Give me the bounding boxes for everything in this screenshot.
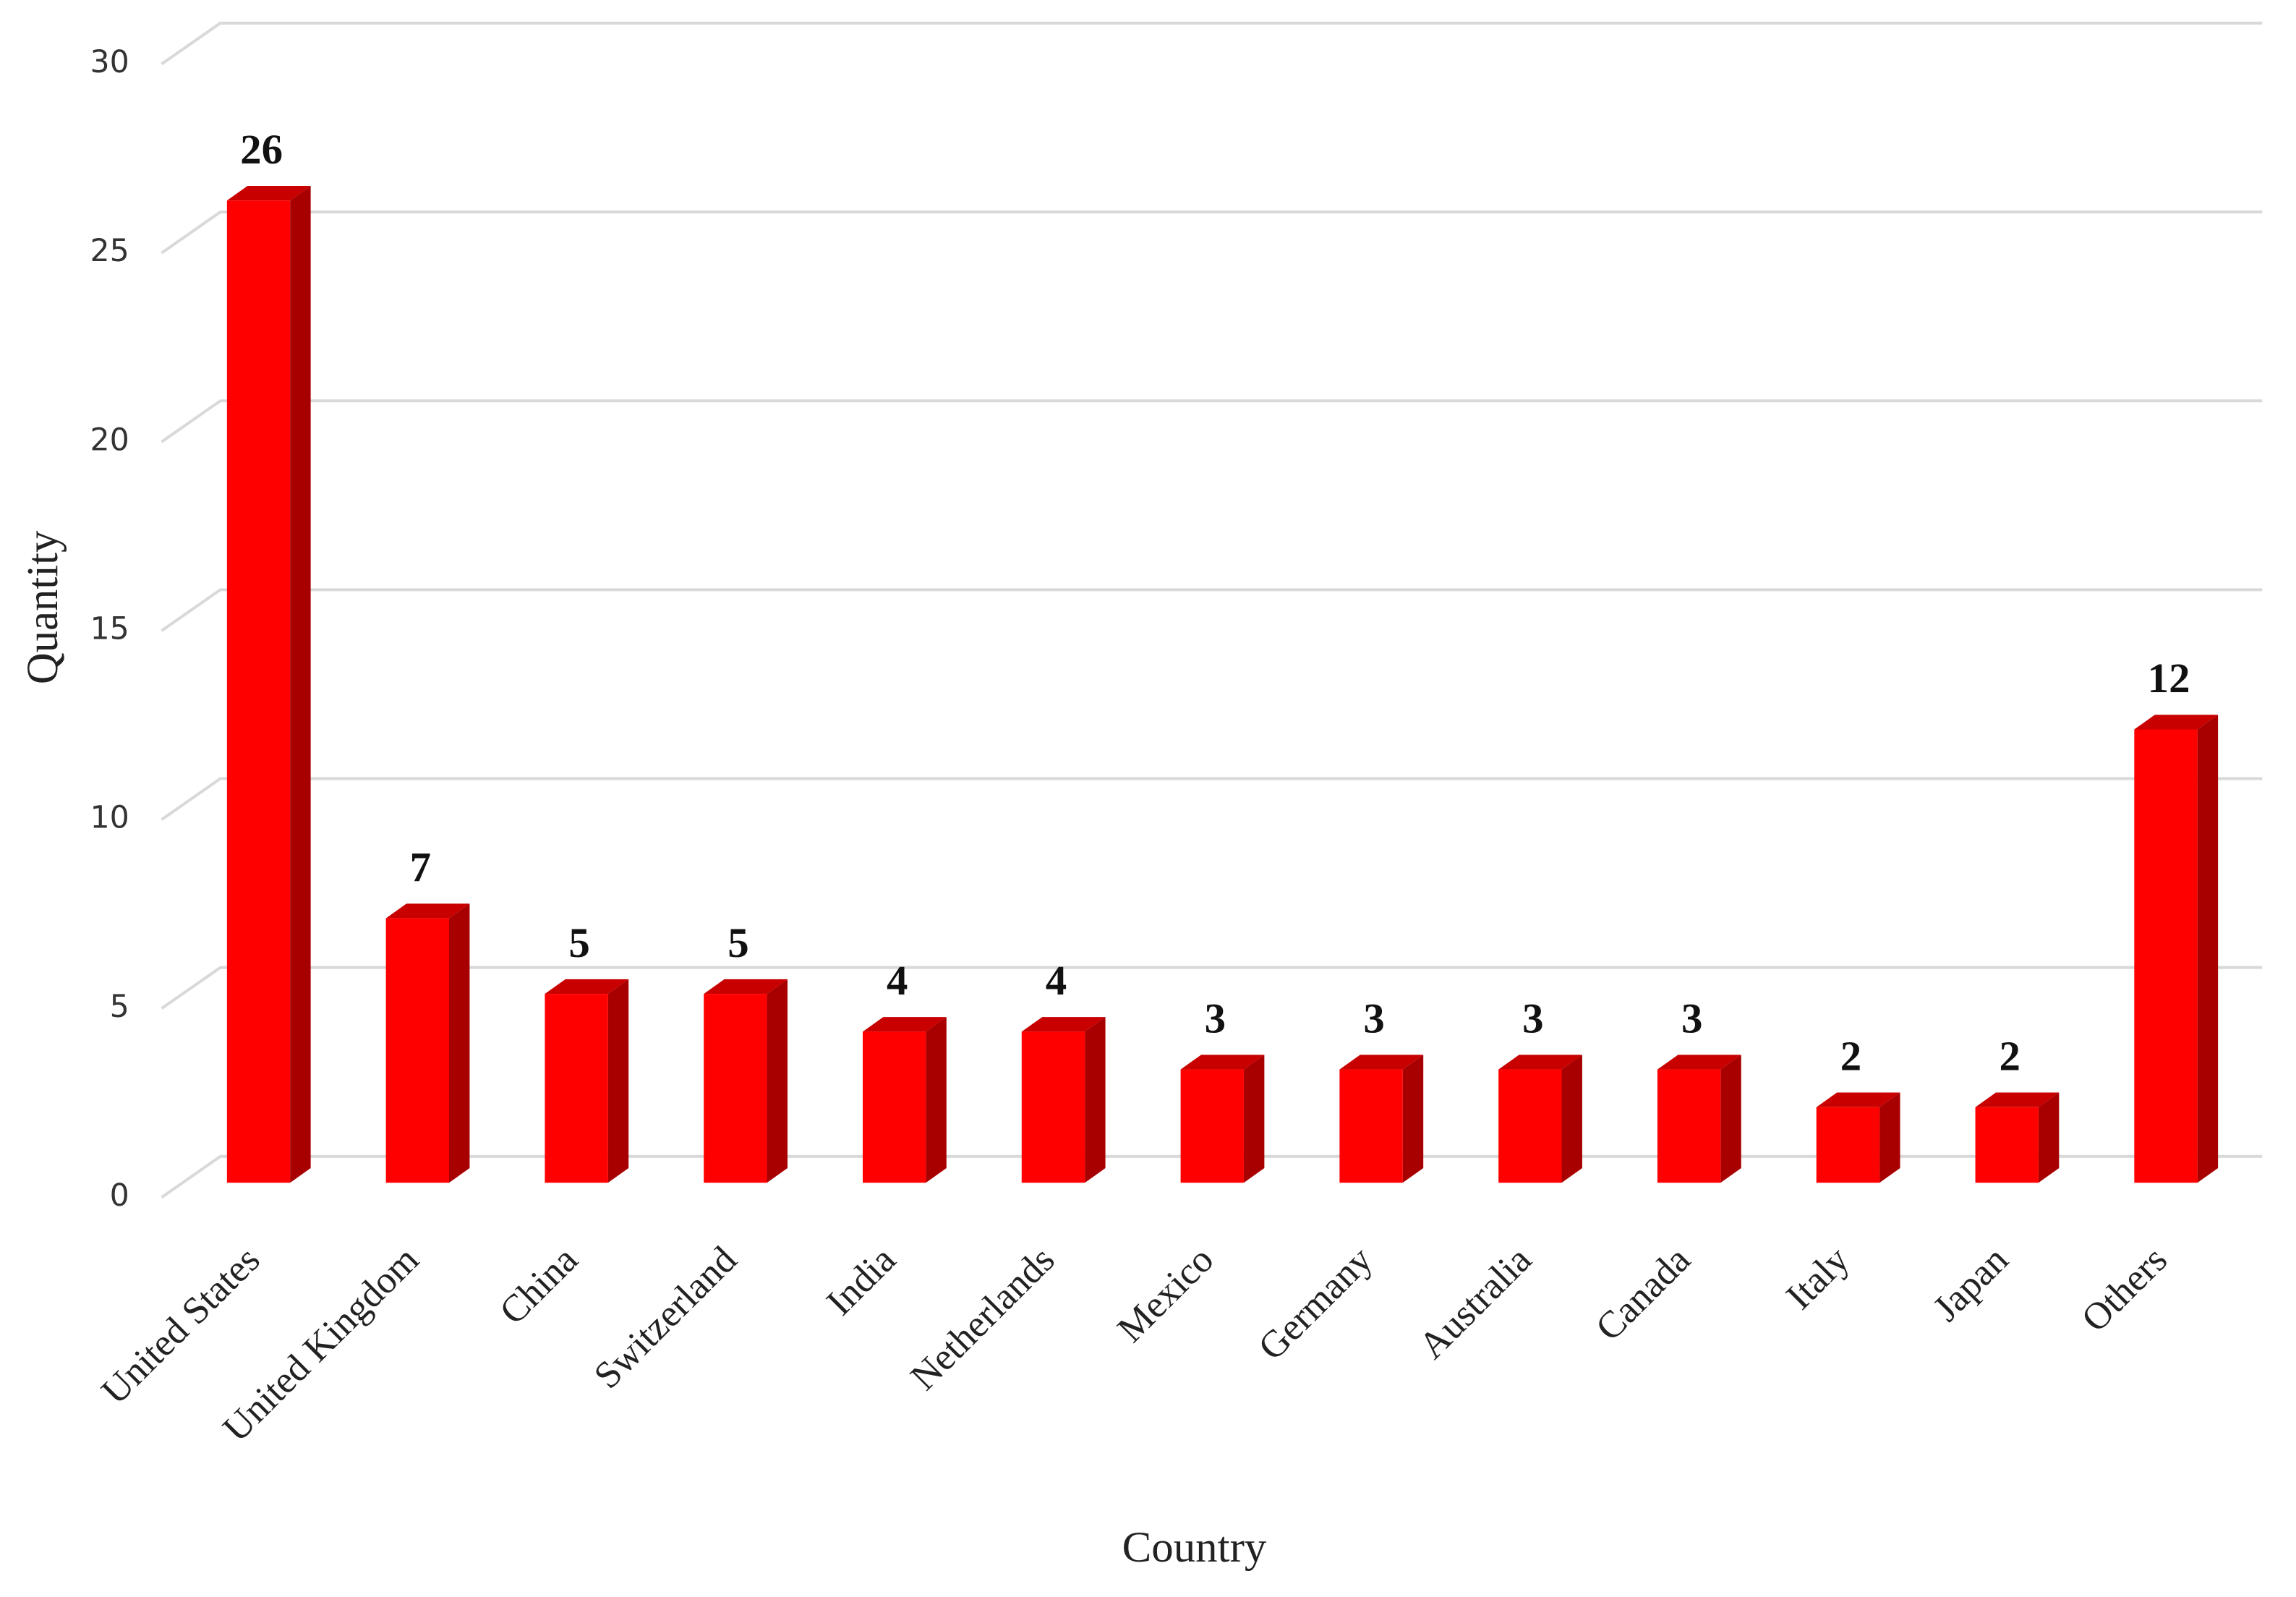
bar-top [863,1017,947,1032]
bar [704,979,788,1183]
data-label: 3 [1363,995,1384,1042]
data-label: 7 [410,843,431,890]
bar-front [1339,1069,1403,1183]
bar-front [385,918,449,1183]
data-label: 3 [1522,995,1543,1042]
data-label: 12 [2148,655,2190,702]
bar [1975,1092,2060,1183]
y-tick-label: 0 [110,1177,129,1214]
y-tick-label: 25 [90,233,129,269]
bar-side [767,979,788,1183]
bar-side [1085,1017,1106,1183]
bar-top [545,979,629,995]
bar [2134,715,2219,1183]
data-label: 2 [2000,1033,2020,1080]
bar-front [863,1031,926,1183]
bar-side [448,903,470,1183]
bar-side [290,186,311,1183]
bar [1021,1017,1106,1183]
y-tick-label: 30 [90,44,129,80]
x-tick-label: Germany [1250,1238,1380,1368]
bar-top [1816,1092,1900,1107]
grid-line [161,210,2263,255]
bar-side [607,979,629,1183]
bar-side [1402,1055,1424,1183]
grid-line [161,588,2263,632]
bar-side [1720,1055,1741,1183]
x-tick-label: Netherlands [902,1239,1062,1399]
x-tick-label: Switzerland [586,1239,744,1397]
bar-front [1021,1031,1085,1183]
data-label: 3 [1205,995,1226,1042]
data-label: 4 [887,957,908,1004]
bar [1498,1055,1582,1183]
bar-front [704,994,767,1183]
y-tick-label: 15 [90,611,129,647]
x-tick-label: Italy [1778,1238,1858,1318]
x-tick-label: India [819,1239,904,1324]
bar-front [1498,1069,1562,1183]
data-label: 4 [1046,957,1067,1004]
bar [545,979,629,1183]
bar-top [704,979,788,995]
grid-line [161,399,2263,443]
bar [226,186,311,1183]
data-label: 5 [568,919,589,966]
bar-top [226,186,311,201]
bar-front [1816,1107,1880,1183]
data-label: 5 [727,919,748,966]
bar-side [1561,1055,1582,1183]
bar-side [1879,1092,1900,1183]
bar-front [226,200,291,1183]
bar [1339,1055,1424,1183]
bar-top [2134,715,2219,730]
bar-top [1339,1055,1424,1070]
bar-front [1975,1107,2039,1183]
bar [385,903,470,1183]
bar [863,1017,947,1183]
x-axis-title: Country [1122,1523,1267,1572]
x-tick-label: Japan [1925,1239,2016,1330]
grid-line [161,21,2263,66]
data-label: 2 [1840,1033,1861,1080]
y-axis-title: Quantity [19,530,67,684]
bar-top [1975,1092,2060,1107]
x-tick-label: Canada [1588,1239,1699,1349]
bar-side [926,1017,947,1183]
y-tick-label: 5 [110,989,129,1025]
bar-top [1498,1055,1582,1070]
y-tick-label: 10 [90,800,129,836]
x-tick-label: Australia [1411,1239,1540,1367]
bar-side [2038,1092,2060,1183]
x-tick-label: China [492,1239,586,1333]
x-tick-label: United States [93,1239,268,1413]
y-tick-label: 20 [90,422,129,458]
bar [1657,1055,1741,1183]
bar [1180,1055,1265,1183]
bar-top [1180,1055,1265,1070]
bar-top [1657,1055,1741,1070]
data-label: 26 [240,126,283,173]
bar-front [1657,1069,1721,1183]
x-tick-label: Mexico [1109,1239,1221,1351]
bar-front [545,994,608,1183]
bar-side [2197,715,2219,1183]
bar-side [1243,1055,1265,1183]
grid-line [161,777,2263,821]
bar-top [1021,1017,1106,1032]
grid-line [161,966,2263,1010]
bar [1816,1092,1900,1183]
bar-top [385,903,470,919]
x-tick-label: Others [2073,1239,2175,1340]
bar-front [1180,1069,1244,1183]
data-label: 3 [1681,995,1702,1042]
bar-front [2134,729,2198,1183]
